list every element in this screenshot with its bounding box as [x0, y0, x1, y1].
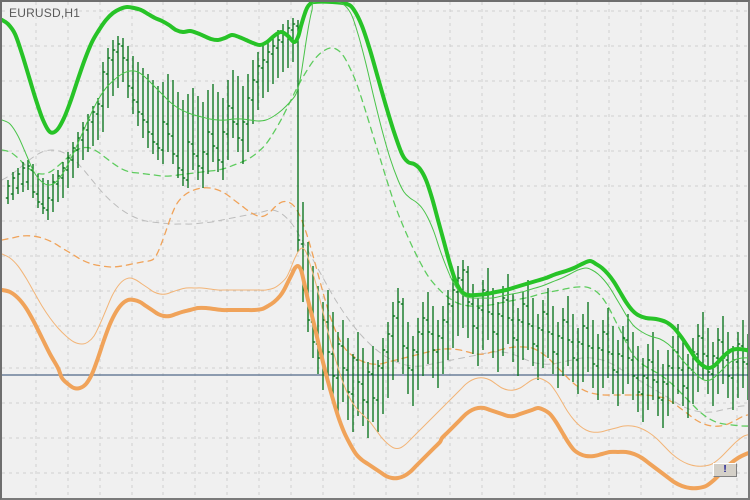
page-title: EURUSD,H1	[9, 6, 81, 20]
exclamation-icon: !	[723, 464, 727, 475]
indicator-lines-background	[2, 47, 748, 427]
series-lower-band-thin	[2, 247, 748, 467]
series-upper-band-thick	[2, 2, 748, 371]
series-upper-band-thin	[2, 2, 748, 382]
horizontal-gridlines	[2, 10, 748, 474]
indicator-lines-foreground	[2, 2, 748, 491]
vertical-gridlines	[35, 2, 738, 498]
candlestick-series	[5, 18, 748, 438]
series-upper-band-dashed	[2, 47, 748, 427]
series-neutral-dashed	[2, 149, 748, 413]
series-lower-band-thick	[2, 263, 748, 491]
data-window-toggle-button[interactable]: !	[713, 463, 737, 477]
series-lower-band-dashed	[2, 187, 748, 427]
